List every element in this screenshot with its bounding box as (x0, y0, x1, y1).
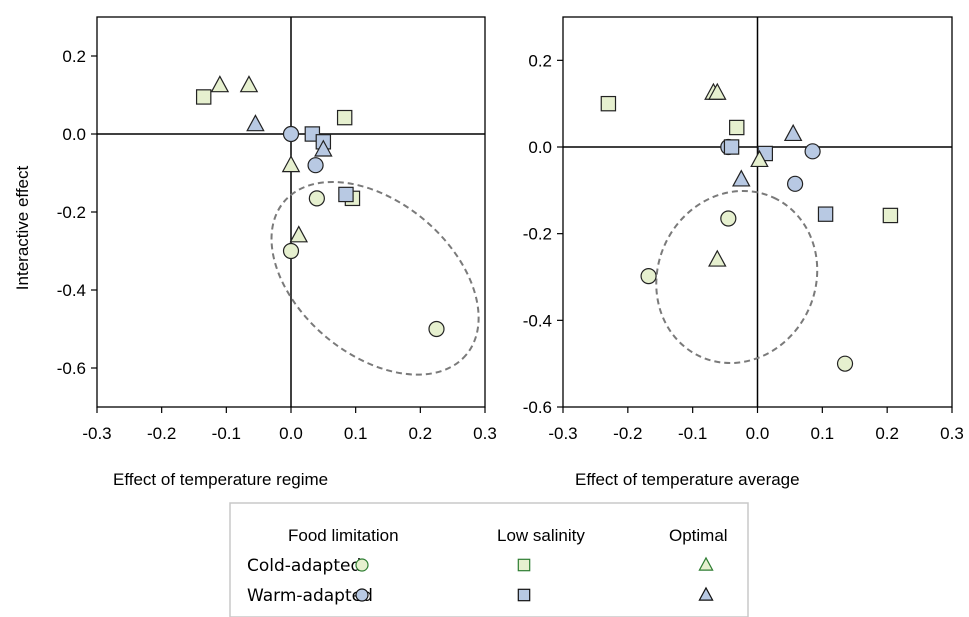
right-point-triangle (732, 169, 751, 187)
right-point-square (600, 95, 617, 112)
left-point-triangle (281, 155, 301, 173)
right-x-tick-label: -0.2 (613, 424, 642, 443)
right-point-triangle (783, 123, 803, 142)
left-point-triangle (289, 225, 309, 243)
left-y-tick-label: -0.6 (57, 359, 86, 378)
right-point-triangle (708, 249, 727, 267)
right-point-triangle (750, 149, 769, 168)
left-point-square (338, 186, 354, 203)
right-point-square (723, 139, 740, 155)
left-point-circle (428, 320, 445, 338)
right-point-circle (787, 175, 804, 192)
right-x-tick-label: -0.3 (548, 424, 577, 443)
right-x-tick-label: 0.1 (811, 424, 835, 443)
left-x-tick-label: 0.0 (279, 424, 303, 443)
legend-column-optimal: Optimal (669, 526, 728, 545)
left-point-circle (282, 125, 300, 143)
left-y-tick-label: -0.4 (57, 281, 86, 300)
left-point-triangle (314, 139, 333, 157)
left-point-triangle (246, 114, 265, 132)
right-point-square (882, 207, 899, 224)
left-x-axis-label: Effect of temperature regime (113, 470, 328, 489)
right-x-tick-label: -0.1 (678, 424, 707, 443)
right-point-circle (804, 143, 821, 160)
right-x-axis-label: Effect of temperature average (575, 470, 800, 489)
left-point-square (336, 109, 353, 126)
left-point-triangle (239, 75, 259, 93)
left-point-triangle (210, 75, 230, 93)
right-x-tick-label: 0.2 (875, 424, 899, 443)
right-point-circle (836, 355, 854, 372)
legend-marker-circle (355, 558, 369, 572)
right-point-square (729, 119, 745, 136)
left-point-circle (282, 242, 300, 260)
left-point-circle (307, 157, 324, 174)
right-point-square (817, 206, 834, 222)
right-x-tick-label: 0.3 (940, 424, 964, 443)
left-y-axis-label: Interactive effect (13, 166, 32, 291)
legend-box (229, 502, 749, 617)
left-cluster-ellipse (270, 180, 480, 376)
right-panel: Effect of temperature average -0.3 -0.2 -0… (523, 16, 964, 489)
legend-marker-triangle (698, 556, 714, 571)
legend-column-low-salinity: Low salinity (497, 526, 585, 545)
legend-marker-triangle (698, 586, 714, 601)
legend-marker-circle (355, 588, 369, 602)
left-x-tick-label: -0.1 (212, 424, 241, 443)
left-y-tick-label: 0.0 (62, 125, 86, 144)
right-point-triangle (708, 82, 727, 100)
right-cluster-ellipse (655, 189, 819, 365)
right-y-tick-label: 0.2 (528, 51, 552, 70)
legend-marker-square (517, 558, 531, 572)
right-y-tick-label: -0.2 (523, 225, 552, 244)
legend-row-cold-adapted: Cold-adapted (247, 556, 361, 576)
right-point-circle (720, 210, 737, 227)
right-y-tick-label: -0.6 (523, 398, 552, 417)
left-point-circle (308, 190, 325, 207)
left-x-tick-label: 0.2 (409, 424, 433, 443)
right-y-tick-label: -0.4 (523, 311, 552, 330)
right-point-circle (640, 268, 657, 285)
legend: Food limitation Low salinity Optimal Col… (229, 502, 749, 617)
left-y-tick-label: -0.2 (57, 203, 86, 222)
left-x-tick-label: 0.1 (344, 424, 368, 443)
legend-column-food-limitation: Food limitation (288, 526, 399, 545)
right-x-tick-label: 0.0 (746, 424, 770, 443)
left-point-square (195, 89, 212, 105)
left-x-tick-label: -0.3 (82, 424, 111, 443)
left-x-tick-label: 0.3 (473, 424, 497, 443)
legend-row-warm-adapted: Warm-adapted (247, 586, 373, 606)
legend-marker-square (517, 588, 531, 602)
left-y-tick-label: 0.2 (62, 47, 86, 66)
left-x-tick-label: -0.2 (147, 424, 176, 443)
left-panel: Interactive effect Effect of temperature… (13, 16, 497, 489)
right-y-tick-label: 0.0 (528, 138, 552, 157)
